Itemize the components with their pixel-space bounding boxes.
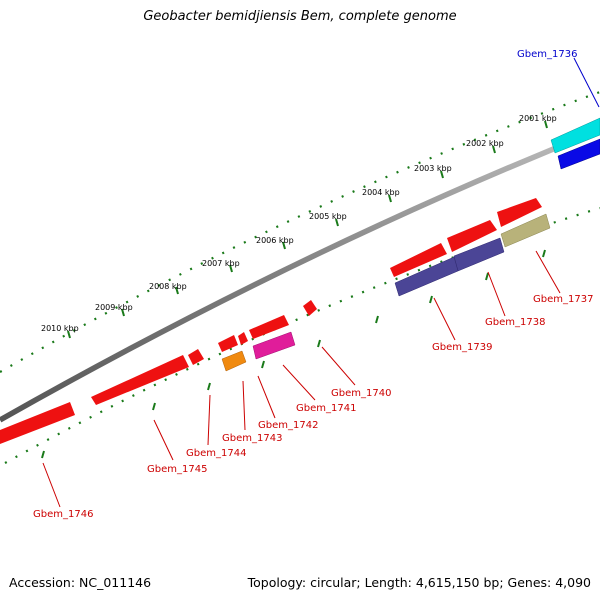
gene-label-gbem-1745[interactable]: Gbem_1745: [147, 464, 207, 475]
kbp-label: 2004 kbp: [362, 188, 400, 197]
gene-label-gbem-1744[interactable]: Gbem_1744: [186, 448, 246, 459]
gene-red[interactable]: [390, 243, 447, 277]
kbp-label: 2002 kbp: [466, 139, 504, 148]
kbp-label: 2007 kbp: [202, 259, 240, 268]
kbp-label: 2010 kbp: [41, 324, 79, 333]
gene-label-gbem-1741[interactable]: Gbem_1741: [296, 403, 356, 414]
map-title: Geobacter bemidjiensis Bem, complete gen…: [143, 9, 457, 24]
gene-label-gbem-1740[interactable]: Gbem_1740: [331, 388, 391, 399]
gene-gbem-1737[interactable]: [500, 213, 551, 248]
gene-red[interactable]: [447, 220, 497, 252]
gene-label-gbem-1746[interactable]: Gbem_1746: [33, 509, 93, 520]
kbp-label: 2005 kbp: [309, 212, 347, 221]
gene-gbem-1743[interactable]: [221, 350, 247, 372]
kbp-label: 2008 kbp: [149, 282, 187, 291]
kbp-tick: [67, 330, 71, 339]
gene-label-gbem-1737[interactable]: Gbem_1737: [533, 294, 593, 305]
accession-text: Accession: NC_011146: [9, 575, 152, 590]
gene-red[interactable]: [497, 198, 542, 227]
kbp-tick: [388, 194, 392, 203]
kbp-tick: [492, 145, 496, 154]
outer-tick-ring: [0, 90, 600, 373]
gene-features: [0, 117, 600, 444]
gene-gbem-1739[interactable]: [394, 256, 459, 297]
genome-backbone: [0, 127, 600, 423]
kbp-tick: [229, 264, 233, 273]
label-leaders: [42, 57, 600, 508]
gene-gbem-1742[interactable]: [252, 331, 296, 360]
gene-label-gbem-1743[interactable]: Gbem_1743: [222, 433, 282, 444]
gene-gbem-1745[interactable]: [91, 355, 189, 405]
gene-gbem-1744[interactable]: [188, 349, 204, 365]
kbp-label: 2001 kbp: [519, 114, 557, 123]
kbp-scale: 2001 kbp 2002 kbp 2003 kbp 2004 kbp 2005…: [41, 114, 557, 339]
kbp-tick: [175, 286, 179, 295]
gene-label-gbem-1739[interactable]: Gbem_1739: [432, 342, 492, 353]
gene-gbem-1736[interactable]: [550, 117, 600, 154]
kbp-label: 2009 kbp: [95, 303, 133, 312]
kbp-tick: [121, 308, 125, 317]
gene-red[interactable]: [218, 335, 238, 352]
gene-label-gbem-1738[interactable]: Gbem_1738: [485, 317, 545, 328]
gene-labels: Gbem_1736 Gbem_1737 Gbem_1738 Gbem_1739 …: [33, 49, 593, 520]
kbp-label: 2003 kbp: [414, 164, 452, 173]
inner-ring-ticks: [41, 249, 546, 459]
gene-red[interactable]: [238, 332, 248, 345]
kbp-tick: [440, 170, 444, 179]
kbp-tick: [282, 241, 286, 250]
gene-gbem-1740[interactable]: [303, 300, 317, 316]
gene-gbem-1746[interactable]: [0, 402, 75, 444]
kbp-tick: [335, 218, 339, 227]
gene-gbem-1736-b[interactable]: [557, 138, 600, 170]
kbp-label: 2006 kbp: [256, 236, 294, 245]
kbp-tick: [544, 120, 548, 129]
genome-summary-text: Topology: circular; Length: 4,615,150 bp…: [247, 575, 591, 590]
gene-gbem-1741[interactable]: [249, 315, 289, 339]
gene-label-gbem-1742[interactable]: Gbem_1742: [258, 420, 318, 431]
gene-label-gbem-1736[interactable]: Gbem_1736: [517, 49, 577, 60]
